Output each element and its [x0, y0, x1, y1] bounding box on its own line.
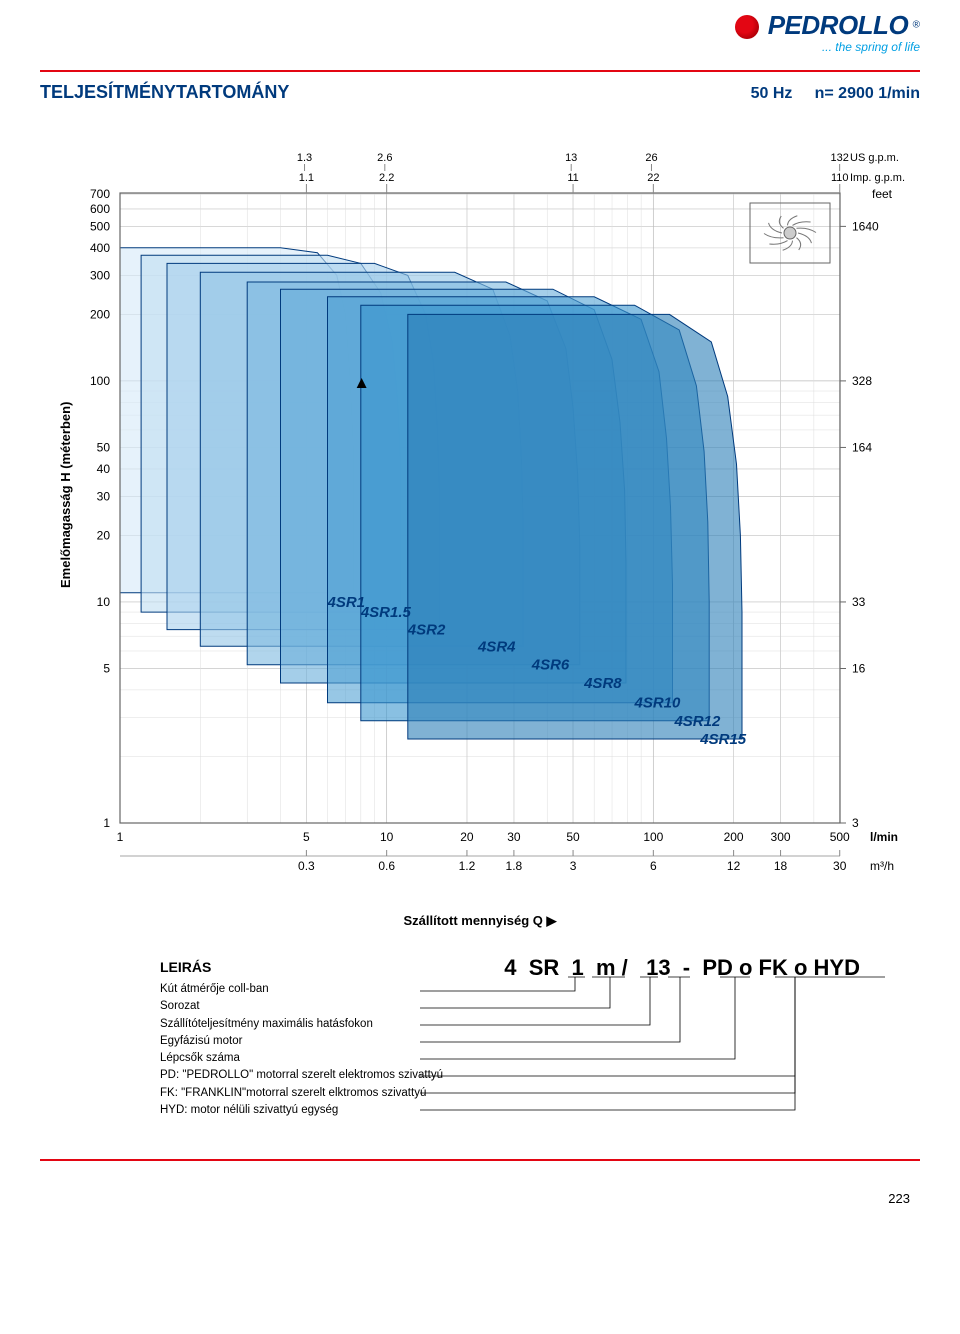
footer-separator [40, 1159, 920, 1161]
registered-mark: ® [913, 20, 920, 31]
svg-text:26: 26 [645, 152, 657, 164]
svg-text:50: 50 [97, 440, 111, 454]
svg-text:100: 100 [90, 374, 110, 388]
svg-text:6: 6 [650, 859, 657, 873]
rpm-label: n= 2900 1/min [815, 85, 920, 102]
page-number: 223 [40, 1191, 920, 1206]
description-line: FK: "FRANKLIN"motorral szerelt elktromos… [160, 1085, 920, 1102]
logo-tagline: ... the spring of life [735, 40, 920, 54]
svg-text:200: 200 [724, 830, 744, 844]
svg-text:100: 100 [643, 830, 663, 844]
description-line: Sorozat [160, 998, 920, 1015]
svg-text:l/min: l/min [870, 830, 898, 844]
svg-text:10: 10 [380, 830, 394, 844]
svg-text:0.3: 0.3 [298, 859, 315, 873]
logo-swirl-icon [735, 15, 759, 39]
svg-text:500: 500 [90, 219, 110, 233]
svg-text:▶: ▶ [353, 378, 368, 388]
svg-text:4SR15: 4SR15 [699, 731, 747, 748]
logo-text: PEDROLLO [768, 10, 908, 40]
svg-text:4SR10: 4SR10 [634, 695, 682, 712]
svg-text:US g.p.m.: US g.p.m. [850, 152, 899, 164]
svg-text:Emelőmagasság H (méterben): Emelőmagasság H (méterben) [58, 402, 73, 588]
svg-text:16: 16 [852, 661, 866, 675]
svg-text:50: 50 [566, 830, 580, 844]
description-line: Lépcsők száma [160, 1050, 920, 1067]
description-line: HYD: motor nélüli szivattyú egység [160, 1102, 920, 1119]
svg-text:5: 5 [303, 830, 310, 844]
svg-text:10: 10 [97, 595, 111, 609]
svg-text:1640: 1640 [852, 219, 879, 233]
svg-text:4SR8: 4SR8 [583, 675, 622, 692]
svg-text:328: 328 [852, 374, 872, 388]
svg-text:20: 20 [460, 830, 474, 844]
svg-text:300: 300 [771, 830, 791, 844]
svg-text:1.2: 1.2 [459, 859, 476, 873]
svg-text:400: 400 [90, 241, 110, 255]
svg-text:600: 600 [90, 202, 110, 216]
page-subtitle: 50 Hz n= 2900 1/min [751, 85, 920, 103]
svg-text:4SR2: 4SR2 [407, 622, 446, 639]
svg-text:200: 200 [90, 307, 110, 321]
performance-chart: 1510203040501002003004005006007004SR14SR… [40, 123, 920, 903]
svg-text:110: 110 [831, 172, 849, 184]
svg-text:12: 12 [727, 859, 741, 873]
description-line: PD: "PEDROLLO" motorral szerelt elektrom… [160, 1067, 920, 1084]
svg-text:4SR6: 4SR6 [531, 657, 570, 674]
svg-text:1: 1 [103, 816, 110, 830]
svg-text:feet: feet [872, 187, 893, 201]
svg-text:4SR1: 4SR1 [327, 594, 366, 611]
svg-text:20: 20 [97, 528, 111, 542]
svg-text:m³/h: m³/h [870, 859, 894, 873]
svg-text:3: 3 [570, 859, 577, 873]
svg-text:11: 11 [567, 172, 578, 184]
chart-svg: 1510203040501002003004005006007004SR14SR… [40, 123, 920, 903]
header-separator [40, 70, 920, 72]
svg-text:2.6: 2.6 [377, 152, 392, 164]
header-row: TELJESÍTMÉNYTARTOMÁNY 50 Hz n= 2900 1/mi… [40, 82, 920, 103]
description-line: Egyfázisú motor [160, 1033, 920, 1050]
svg-text:3: 3 [852, 816, 859, 830]
x-axis-caption: Szállított mennyiség Q ▶ [40, 913, 920, 929]
svg-text:30: 30 [97, 489, 111, 503]
svg-text:1: 1 [117, 830, 124, 844]
svg-text:4SR4: 4SR4 [477, 638, 516, 655]
page-title: TELJESÍTMÉNYTARTOMÁNY [40, 82, 289, 103]
svg-text:164: 164 [852, 440, 872, 454]
svg-text:132: 132 [830, 152, 848, 164]
svg-text:500: 500 [830, 830, 850, 844]
svg-text:22: 22 [647, 172, 659, 184]
svg-text:30: 30 [833, 859, 847, 873]
svg-text:300: 300 [90, 268, 110, 282]
svg-text:30: 30 [507, 830, 521, 844]
freq-label: 50 Hz [751, 85, 793, 102]
svg-text:4SR1.5: 4SR1.5 [360, 604, 412, 621]
description-block: LEIRÁS 4 SR 1 m / 13 - PD o FK o HYD Kút… [40, 959, 920, 1159]
svg-text:5: 5 [103, 661, 110, 675]
description-list: Kút átmérője coll-banSorozatSzállítótelj… [160, 981, 920, 1119]
svg-text:1.8: 1.8 [506, 859, 523, 873]
model-code: 4 SR 1 m / 13 - PD o FK o HYD [504, 955, 860, 981]
svg-text:Imp. g.p.m.: Imp. g.p.m. [850, 172, 905, 184]
svg-text:700: 700 [90, 187, 110, 201]
page: PEDROLLO ® ... the spring of life TELJES… [0, 0, 960, 1226]
svg-text:13: 13 [565, 152, 577, 164]
svg-text:0.6: 0.6 [378, 859, 395, 873]
brand-logo: PEDROLLO ® ... the spring of life [735, 10, 920, 54]
svg-text:18: 18 [774, 859, 788, 873]
description-line: Kút átmérője coll-ban [160, 981, 920, 998]
svg-text:40: 40 [97, 462, 111, 476]
svg-text:33: 33 [852, 595, 866, 609]
svg-text:2.2: 2.2 [379, 172, 394, 184]
svg-text:1.3: 1.3 [297, 152, 312, 164]
svg-text:4SR12: 4SR12 [673, 713, 721, 730]
description-line: Szállítóteljesítmény maximális hatásfoko… [160, 1016, 920, 1033]
svg-text:1.1: 1.1 [299, 172, 314, 184]
